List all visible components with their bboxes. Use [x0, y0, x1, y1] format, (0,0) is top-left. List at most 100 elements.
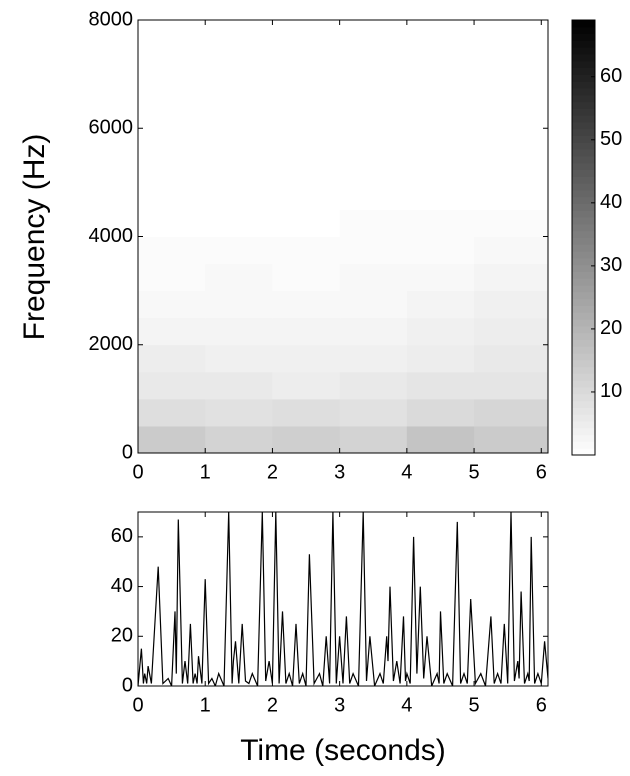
- x-tick-label: 5: [469, 461, 480, 483]
- heatmap-cell: [406, 74, 475, 102]
- colorbar-step: [572, 196, 595, 205]
- heatmap-cell: [272, 344, 341, 373]
- heatmap-cell: [272, 398, 341, 427]
- heatmap-cell: [339, 344, 408, 373]
- heatmap-cell: [339, 47, 408, 75]
- colorbar-step: [572, 339, 595, 347]
- y-tick-label: 0: [122, 674, 133, 696]
- x-tick-label: 4: [401, 694, 412, 716]
- colorbar-step: [572, 217, 595, 225]
- colorbar-step: [572, 81, 595, 89]
- heatmap-cell: [406, 128, 475, 156]
- x-tick-label: 0: [132, 461, 143, 483]
- heatmap-cell: [138, 344, 206, 373]
- heatmap-cell: [272, 128, 341, 156]
- heatmap-cell: [474, 182, 549, 210]
- heatmap-cell: [205, 47, 273, 75]
- colorbar-tick-label: 50: [600, 128, 622, 150]
- heatmap-cell: [339, 128, 408, 156]
- colorbar-step: [572, 87, 595, 96]
- colorbar-step: [572, 223, 595, 232]
- heatmap-cell: [474, 398, 549, 427]
- y-tick-label: 6000: [89, 117, 134, 139]
- plot-frame: [137, 511, 549, 687]
- heatmap-cell: [272, 155, 341, 183]
- heatmap-cell: [138, 47, 206, 75]
- colorbar-step: [572, 155, 595, 164]
- heatmap-cell: [272, 263, 341, 292]
- colorbar-step: [572, 373, 595, 381]
- colorbar-step: [572, 40, 595, 48]
- colorbar-step: [572, 441, 595, 449]
- colorbar-step: [572, 380, 595, 388]
- colorbar-step: [572, 244, 595, 252]
- colorbar-step: [572, 353, 595, 361]
- heatmap-cell: [205, 209, 273, 237]
- heatmap-cell: [406, 101, 475, 129]
- colorbar-step: [572, 149, 595, 157]
- heatmap-cell: [474, 371, 549, 400]
- colorbar-tick-label: 20: [600, 317, 622, 339]
- colorbar-step: [572, 305, 595, 313]
- heatmap-cell: [474, 128, 549, 156]
- heatmap-cell: [406, 209, 475, 237]
- heatmap-cell: [474, 317, 549, 346]
- y-tick-label: 2000: [89, 333, 134, 355]
- heatmap-cell: [205, 344, 273, 373]
- x-tick-label: 6: [536, 694, 547, 716]
- heatmap-cell: [205, 263, 273, 292]
- heatmap-cell: [205, 74, 273, 102]
- heatmap-cell: [406, 47, 475, 75]
- heatmap-cell: [138, 182, 206, 210]
- colorbar-step: [572, 20, 595, 28]
- colorbar-step: [572, 183, 595, 191]
- heatmap-cell: [474, 263, 549, 292]
- heatmap-cell: [138, 20, 206, 48]
- y-tick-label: 20: [111, 625, 133, 647]
- heatmap-cell: [205, 317, 273, 346]
- colorbar-step: [572, 189, 595, 198]
- heatmap-cell: [272, 236, 341, 265]
- colorbar-step: [572, 162, 595, 171]
- heatmap-cell: [474, 425, 549, 454]
- colorbar-step: [572, 393, 595, 402]
- heatmap-cell: [272, 371, 341, 400]
- heatmap-cell: [138, 398, 206, 427]
- heatmap-cell: [406, 20, 475, 48]
- colorbar-step: [572, 278, 595, 286]
- x-tick-label: 0: [132, 694, 143, 716]
- heatmap-cell: [272, 74, 341, 102]
- colorbar-step: [572, 414, 595, 422]
- colorbar-step: [572, 400, 595, 408]
- heatmap-cell: [205, 425, 273, 454]
- colorbar-step: [572, 67, 595, 75]
- colorbar-step: [572, 115, 595, 123]
- colorbar-step: [572, 176, 595, 184]
- colorbar-step: [572, 346, 595, 354]
- colorbar-step: [572, 74, 595, 82]
- colorbar-step: [572, 230, 595, 238]
- colorbar-step: [572, 325, 595, 334]
- colorbar-step: [572, 298, 595, 306]
- heatmap-cell: [406, 236, 475, 265]
- y-axis-label: Frequency (Hz): [18, 134, 51, 341]
- x-tick-label: 3: [334, 694, 345, 716]
- heatmap-cell: [406, 425, 475, 454]
- heatmap-cell: [474, 155, 549, 183]
- heatmap-cell: [272, 47, 341, 75]
- colorbar-step: [572, 387, 595, 395]
- heatmap-cell: [339, 398, 408, 427]
- heatmap-cell: [339, 317, 408, 346]
- heatmap-cell: [205, 20, 273, 48]
- heatmap-cell: [474, 47, 549, 75]
- heatmap-cell: [474, 290, 549, 319]
- colorbar-step: [572, 332, 595, 340]
- heatmap-cell: [406, 263, 475, 292]
- colorbar-step: [572, 142, 595, 150]
- heatmap-cell: [406, 155, 475, 183]
- heatmap-cell: [339, 182, 408, 210]
- heatmap-cell: [205, 128, 273, 156]
- heatmap-cell: [138, 263, 206, 292]
- x-tick-label: 1: [200, 461, 211, 483]
